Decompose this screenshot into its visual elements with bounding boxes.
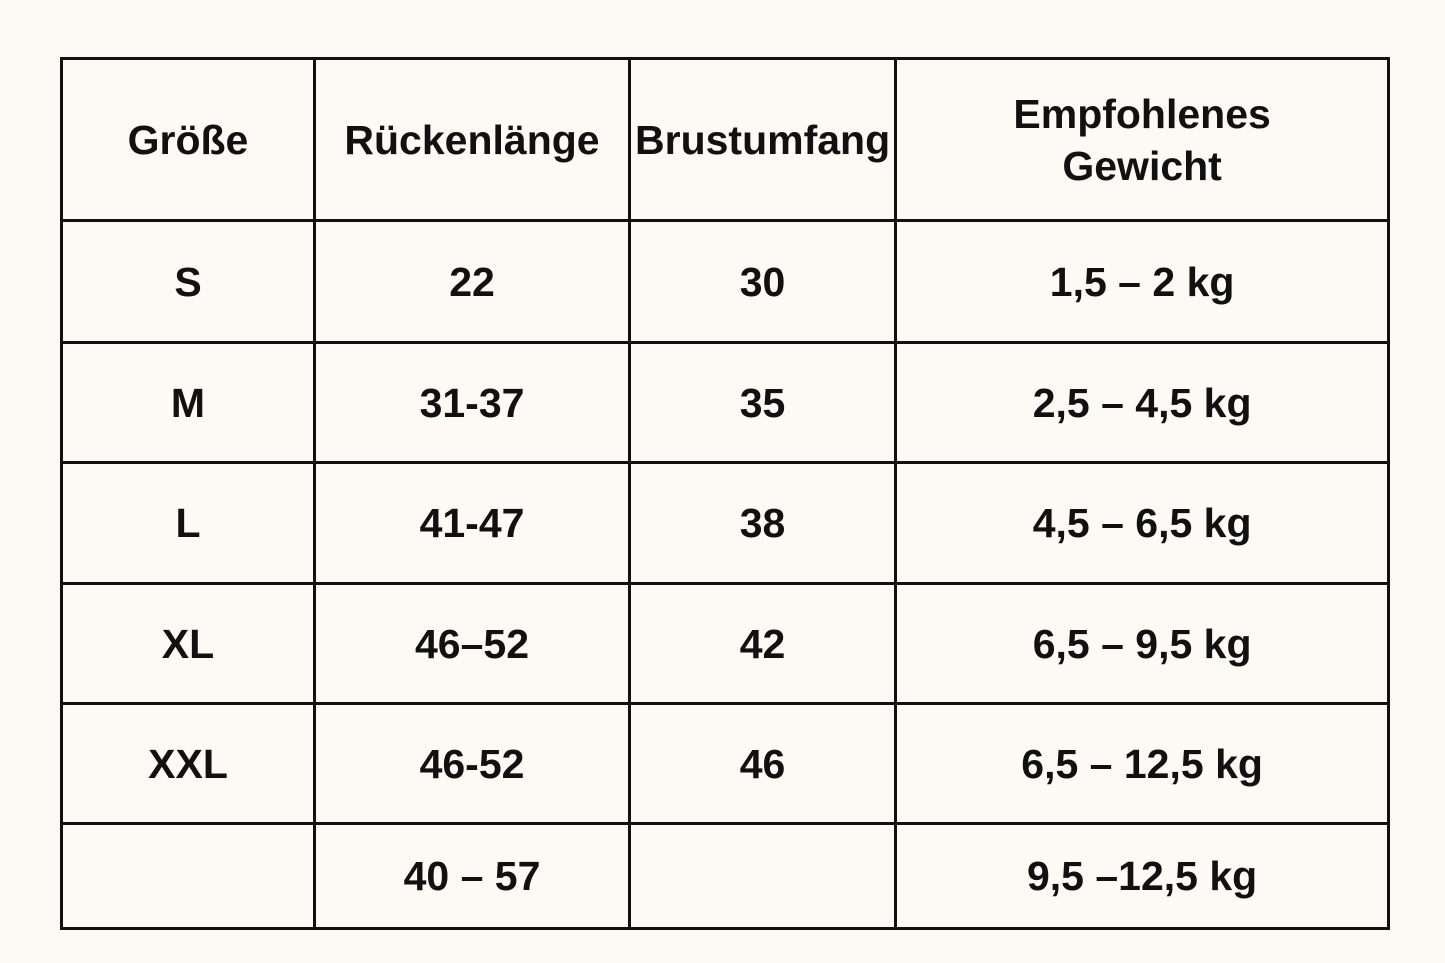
empty-cell (627, 822, 898, 930)
table-cell: 9,5 –12,5 kg (894, 822, 1391, 930)
table-row: 40 – 57 9,5 –12,5 kg (60, 822, 1391, 930)
table-cell: XXL (60, 702, 316, 825)
table-cell: 46–52 (313, 582, 631, 705)
table-cell: 30 (627, 219, 898, 344)
table-cell: 46 (627, 702, 898, 825)
table-cell: 6,5 – 12,5 kg (894, 702, 1391, 825)
table-row: XXL 46-52 46 6,5 – 12,5 kg (60, 702, 1391, 825)
table-cell: S (60, 219, 316, 344)
header-cell: Empfohlenes Gewicht (894, 57, 1391, 222)
table-cell: 31-37 (313, 341, 631, 464)
table-cell: 46-52 (313, 702, 631, 825)
header-cell: Brustumfang (627, 57, 898, 222)
table-cell: 22 (313, 219, 631, 344)
table-row: S 22 30 1,5 – 2 kg (60, 219, 1391, 344)
empty-cell (60, 822, 316, 930)
table-row: M 31-37 35 2,5 – 4,5 kg (60, 341, 1391, 464)
table-cell: 6,5 – 9,5 kg (894, 582, 1391, 705)
table-cell: 41-47 (313, 461, 631, 585)
header-cell: Größe (60, 57, 316, 222)
table-row: L 41-47 38 4,5 – 6,5 kg (60, 461, 1391, 585)
table-cell: 38 (627, 461, 898, 585)
table-cell: L (60, 461, 316, 585)
table-cell: XL (60, 582, 316, 705)
header-row: Größe Rückenlänge Brustumfang Empfohlenes G… (60, 57, 1391, 222)
table-cell: 40 – 57 (313, 822, 631, 930)
table-cell: 4,5 – 6,5 kg (894, 461, 1391, 585)
table-cell: 1,5 – 2 kg (894, 219, 1391, 344)
table-cell: 42 (627, 582, 898, 705)
table-row: XL 46–52 42 6,5 – 9,5 kg (60, 582, 1391, 705)
table-cell: M (60, 341, 316, 464)
size-table: Größe Rückenlänge Brustumfang Empfohlenes G… (60, 57, 1391, 930)
header-cell: Rückenlänge (313, 57, 631, 222)
table-cell: 35 (627, 341, 898, 464)
table-cell: 2,5 – 4,5 kg (894, 341, 1391, 464)
